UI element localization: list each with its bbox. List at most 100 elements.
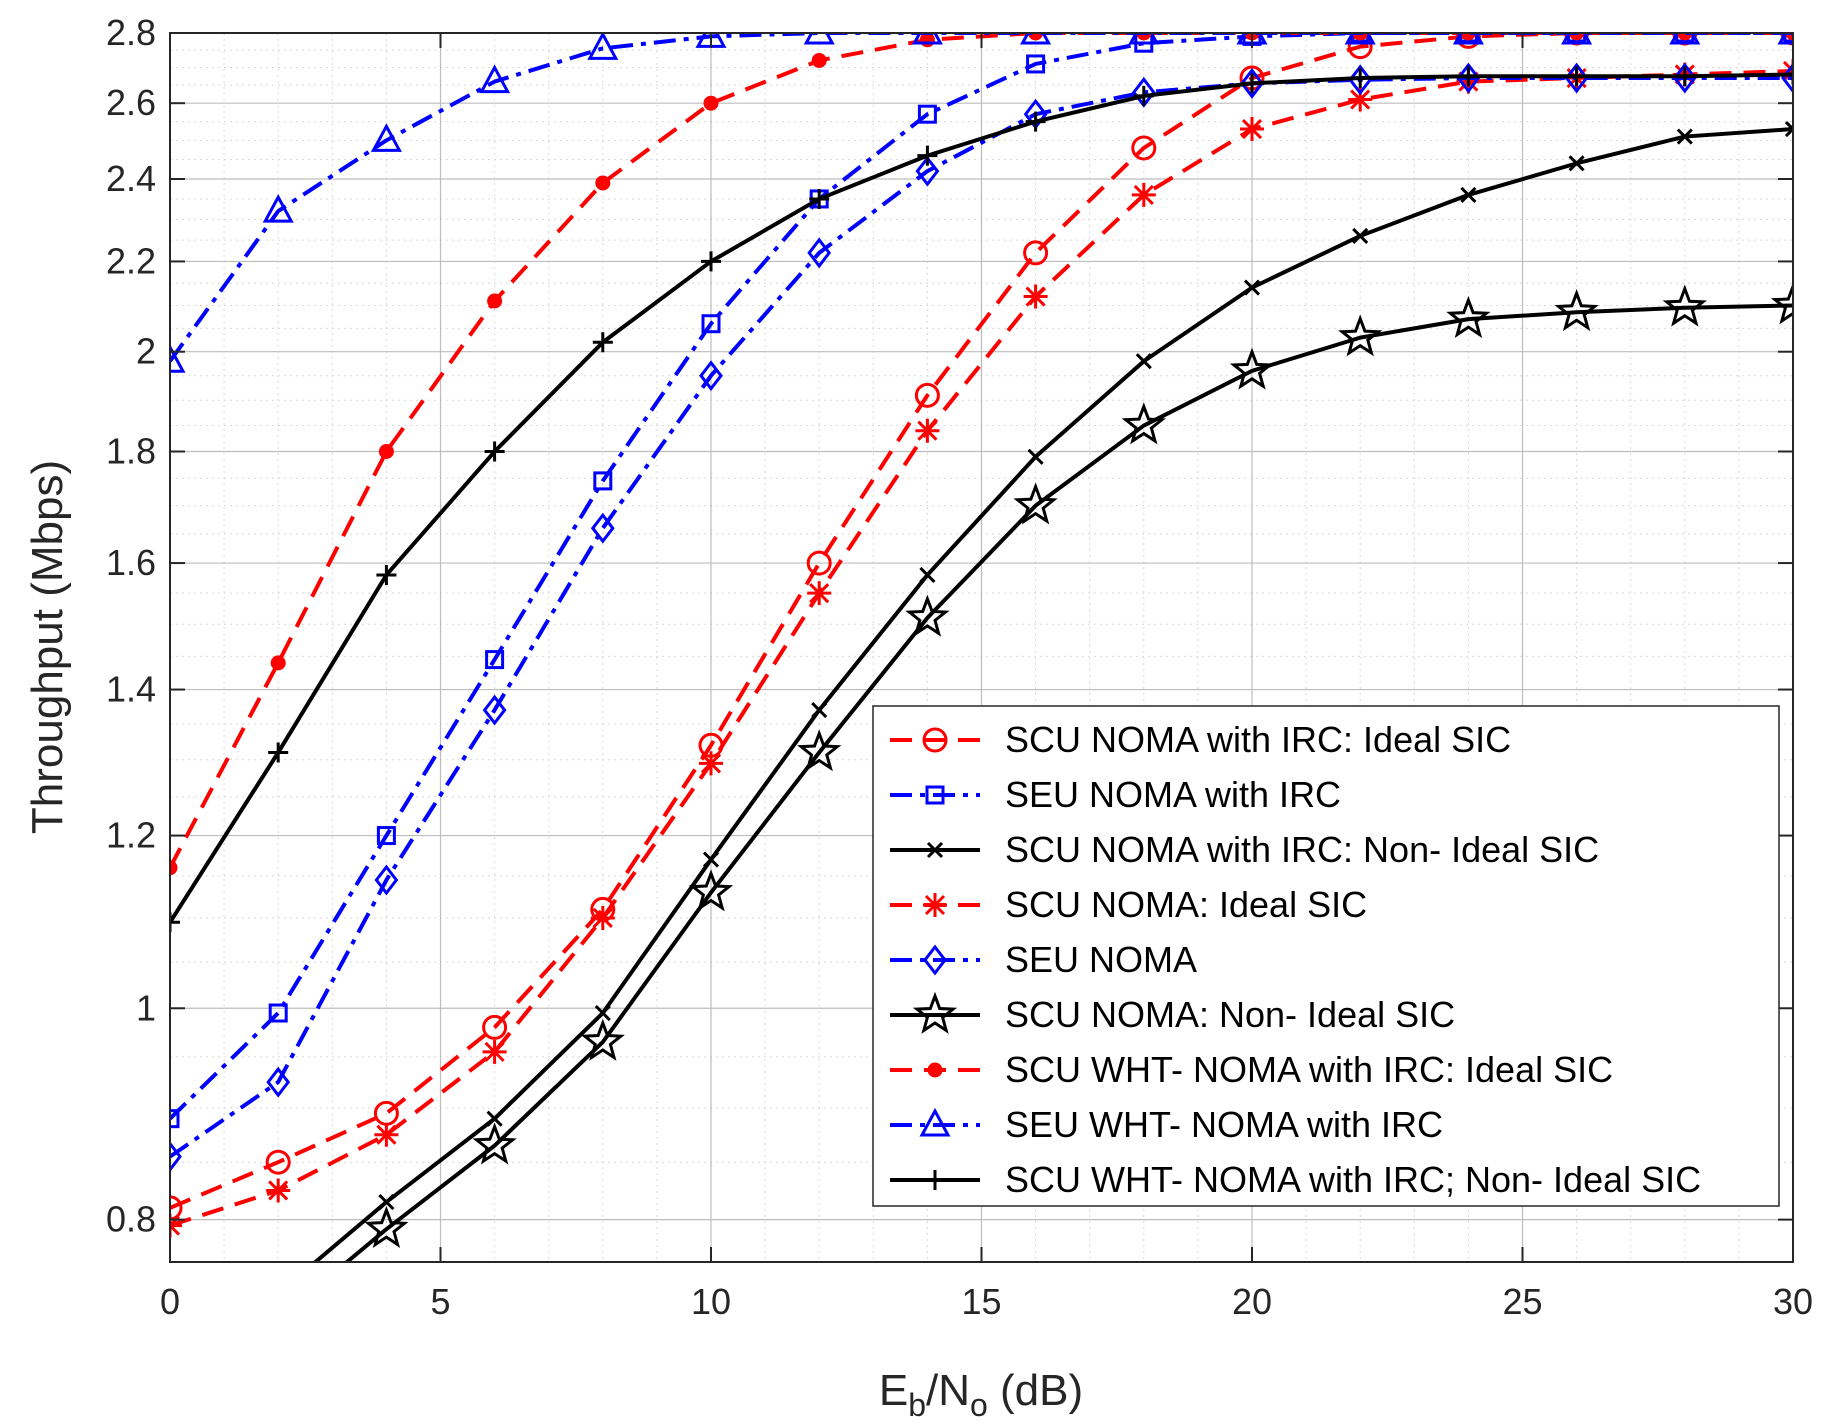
data-point: [1662, 284, 1707, 327]
legend-entry: SCU NOMA with IRC: Ideal SIC: [890, 719, 1511, 760]
data-point: [688, 869, 734, 912]
data-point: [170, 1109, 180, 1129]
legend-marker: [925, 785, 945, 805]
x-axis-title: Eb/No (dB): [879, 1366, 1083, 1423]
data-point: [1242, 73, 1262, 94]
data-point: [170, 1141, 182, 1173]
series-5: [170, 62, 1793, 1173]
data-point: [1458, 33, 1478, 43]
data-point: [265, 1149, 291, 1175]
data-point: [270, 655, 286, 671]
data-point: [592, 332, 613, 353]
data-point: [1240, 117, 1264, 142]
data-point: [374, 1122, 399, 1147]
data-point: [803, 33, 835, 45]
data-point: [797, 729, 842, 772]
data-point: [590, 905, 615, 930]
x-axis-title-sub1: b: [908, 1387, 926, 1423]
data-point: [1564, 62, 1589, 94]
legend-label: SEU NOMA with IRC: [1005, 774, 1341, 815]
legend-label: SCU NOMA with IRC: Ideal SIC: [1005, 719, 1511, 760]
x-tick-label: 25: [1502, 1281, 1542, 1322]
data-point: [594, 1004, 611, 1022]
legend-entry: SCU WHT- NOMA with IRC: Ideal SIC: [890, 1049, 1613, 1090]
x-tick-label: 10: [691, 1281, 731, 1322]
data-point: [170, 860, 178, 876]
data-point: [170, 1195, 183, 1221]
data-point: [1023, 240, 1049, 266]
y-tick-label: 2.6: [106, 82, 156, 123]
data-point: [703, 95, 719, 111]
legend-label: SEU NOMA: [1005, 939, 1197, 980]
data-point: [593, 471, 613, 491]
data-point: [701, 251, 721, 272]
data-point: [485, 650, 505, 670]
data-point: [1566, 66, 1587, 87]
data-point: [811, 702, 828, 719]
legend-entry: SCU NOMA: Ideal SIC: [890, 884, 1367, 925]
data-point: [905, 594, 950, 637]
legend-label: SEU WHT- NOMA with IRC: [1005, 1104, 1443, 1145]
series-6: [343, 282, 1793, 1262]
data-point: [1783, 64, 1793, 85]
data-point: [170, 912, 180, 933]
data-point: [1554, 289, 1599, 332]
data-point: [266, 1066, 291, 1098]
data-point: [1023, 284, 1048, 309]
data-point: [1676, 128, 1693, 145]
legend-marker: [925, 1170, 945, 1190]
data-point: [1561, 33, 1593, 45]
data-point: [1567, 33, 1587, 43]
legend: SCU NOMA with IRC: Ideal SIC SEU NOMA wit…: [872, 705, 1780, 1207]
data-point: [1135, 353, 1152, 370]
series-line: [170, 76, 1793, 1159]
y-tick-label: 0.8: [106, 1199, 156, 1240]
data-point: [472, 1122, 517, 1165]
data-point: [595, 175, 611, 191]
data-point: [701, 314, 721, 334]
y-tick-label: 1.2: [106, 815, 156, 856]
x-axis-title-main: E: [879, 1366, 908, 1415]
data-point: [1020, 33, 1052, 45]
legend-entry: SEU NOMA: [890, 939, 1197, 980]
data-point: [809, 188, 830, 209]
data-point: [1133, 85, 1154, 106]
tick-marks: [169, 32, 1794, 1262]
legend-marker: [912, 991, 958, 1034]
data-point: [919, 566, 936, 584]
data-point: [1674, 66, 1695, 87]
data-point: [1027, 448, 1044, 465]
data-point: [1770, 282, 1793, 325]
legend-label: SCU WHT- NOMA with IRC; Non- Ideal SIC: [1005, 1159, 1701, 1200]
series-line: [312, 127, 1793, 1262]
data-point: [702, 851, 720, 868]
data-point: [266, 1178, 291, 1203]
y-axis-title: Throughput (Mbps): [23, 460, 72, 834]
data-point: [378, 1193, 395, 1211]
legend-marker: [919, 1107, 951, 1137]
y-tick-label: 1.6: [106, 542, 156, 583]
data-point: [917, 104, 937, 124]
data-point: [1784, 120, 1793, 138]
data-point: [1229, 347, 1275, 390]
data-point: [699, 360, 723, 392]
data-point: [486, 1110, 503, 1127]
data-point: [1456, 62, 1481, 94]
data-point: [1348, 64, 1373, 96]
data-point: [1128, 33, 1160, 45]
x-tick-label: 30: [1773, 1281, 1813, 1322]
data-point: [807, 237, 832, 269]
series-line: [343, 303, 1793, 1262]
data-point: [170, 344, 186, 373]
data-point: [911, 33, 943, 45]
data-point: [1672, 62, 1697, 94]
data-point: [1026, 54, 1046, 74]
y-tick-label: 2.2: [106, 240, 156, 281]
data-point: [580, 1018, 625, 1061]
x-tick-labels: 0 5 10 15 20 25 30: [160, 1281, 1813, 1322]
legend-label: SCU NOMA: Ideal SIC: [1005, 884, 1367, 925]
data-point: [1131, 182, 1156, 207]
data-point: [1131, 135, 1157, 161]
data-point: [376, 564, 397, 585]
x-tick-label: 0: [160, 1281, 180, 1322]
